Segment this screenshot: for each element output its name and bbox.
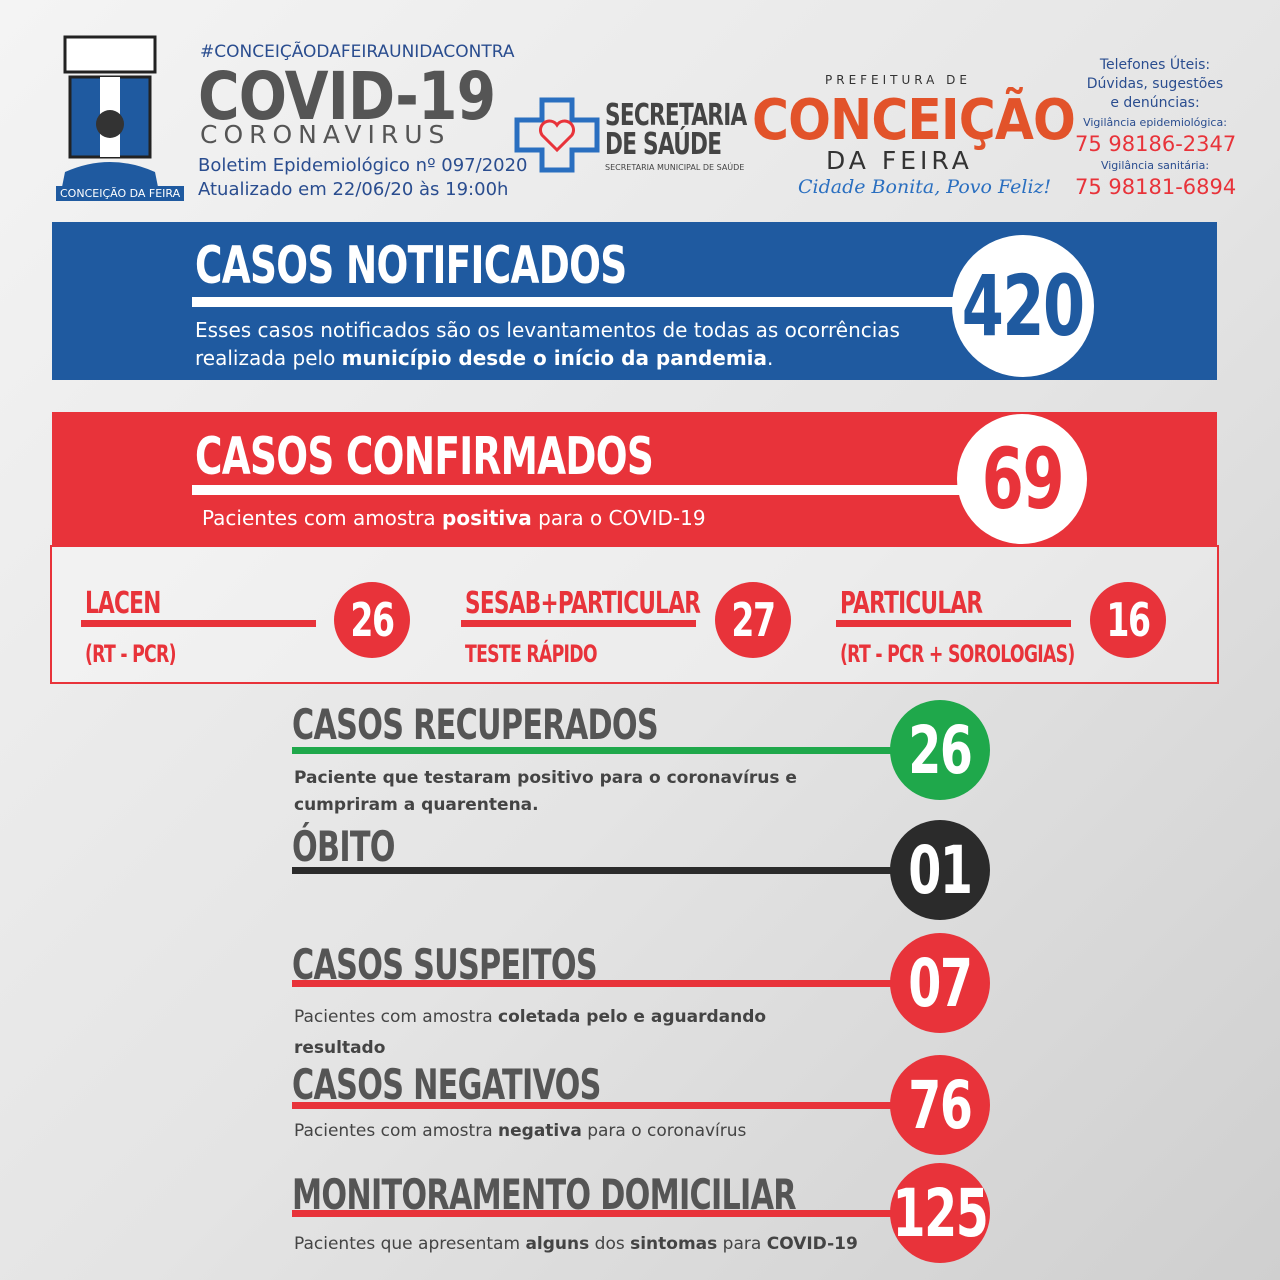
description-segment: Pacientes com amostra [294, 1121, 499, 1141]
contact-phone: 75 98186-2347 [1075, 132, 1237, 156]
section-rule [292, 1102, 902, 1109]
hashtag: #CONCEIÇÃODAFEIRAUNIDACONTRA [200, 42, 515, 62]
section-badge: 76 [890, 1055, 990, 1155]
confirmed-breakdown [50, 545, 1219, 684]
description-segment: dos [589, 1234, 631, 1254]
subtitle: CORONAVIRUS [200, 120, 451, 149]
updated: Atualizado em 22/06/20 às 19:00h [198, 179, 509, 200]
contacts-title: Telefones Úteis: [1099, 57, 1211, 73]
notified-title: CASOS NOTIFICADOS [195, 236, 627, 296]
section-value: 01 [908, 831, 973, 909]
breakdown-label: LACEN [85, 586, 161, 621]
confirmed-rule [192, 485, 972, 495]
description-segment: positiva [442, 506, 532, 530]
notified-rule [192, 297, 972, 307]
description-segment: Esses casos notificados são os levantame… [195, 318, 900, 370]
breakdown-value: 26 [350, 593, 395, 647]
description-segment: alguns [525, 1234, 590, 1254]
section-rule [292, 867, 902, 874]
description-segment: negativa [498, 1121, 582, 1141]
section-description: Pacientes com amostra coletada pelo e ag… [294, 1002, 854, 1064]
breakdown-sublabel: TESTE RÁPIDO [465, 640, 598, 668]
bulletin: Boletim Epidemiológico nº 097/2020 [198, 155, 528, 176]
notified-badge: 420 [952, 235, 1094, 377]
notified-description: Esses casos notificados são os levantame… [195, 316, 935, 372]
contacts-line: Dúvidas, sugestões [1086, 76, 1224, 92]
description-segment: Pacientes que apresentam [294, 1234, 526, 1254]
breakdown-badge: 26 [334, 582, 410, 658]
section-badge: 26 [890, 700, 990, 800]
breakdown-value: 27 [731, 593, 776, 647]
confirmed-badge: 69 [957, 414, 1087, 544]
section-value: 76 [908, 1066, 973, 1144]
city-emblem [60, 35, 160, 197]
section-description: Pacientes com amostra negativa para o co… [294, 1118, 904, 1145]
breakdown-label: SESAB+PARTICULAR [465, 586, 701, 621]
contact-label: Vigilância epidemiológica: [1083, 116, 1227, 129]
secretaria-line1: SECRETARIA [605, 98, 747, 133]
description-segment: para o coronavírus [581, 1121, 747, 1141]
contacts-line: e denúncias: [1110, 95, 1200, 111]
section-rule [292, 1210, 902, 1217]
section-badge: 07 [890, 933, 990, 1033]
breakdown-label: PARTICULAR [840, 586, 983, 621]
notified-value: 420 [962, 257, 1085, 355]
description-segment: coletada pelo e aguardando resultado [294, 1007, 767, 1058]
section-badge: 125 [890, 1163, 990, 1263]
description-segment: Pacientes com amostra [294, 1007, 499, 1027]
description-segment: sintomas [630, 1234, 718, 1254]
emblem-label: CONCEIÇÃO DA FEIRA [56, 186, 185, 201]
breakdown-rule [81, 620, 316, 627]
description-segment: para [717, 1234, 767, 1254]
confirmed-title: CASOS CONFIRMADOS [195, 427, 654, 487]
title: COVID-19 [198, 58, 496, 135]
confirmed-description: Pacientes com amostra positiva para o CO… [202, 506, 902, 530]
description-segment: COVID-19 [766, 1234, 858, 1254]
prefeitura-name: CONCEIÇÃO [752, 88, 1076, 153]
description-segment: município desde o início da pandemia [341, 346, 768, 370]
section-title: ÓBITO [292, 822, 395, 871]
section-rule [292, 747, 902, 754]
breakdown-badge: 16 [1090, 582, 1166, 658]
confirmed-value: 69 [981, 430, 1064, 528]
section-description: Paciente que testaram positivo para o co… [294, 765, 904, 819]
description-segment: para o COVID-19 [531, 506, 706, 530]
section-badge: 01 [890, 820, 990, 920]
section-title: CASOS RECUPERADOS [292, 700, 659, 749]
contact-phone: 75 98181-6894 [1075, 175, 1237, 199]
prefeitura-top: PREFEITURA DE [825, 73, 971, 87]
description-segment: Pacientes com amostra [202, 506, 443, 530]
contacts: Telefones Úteis: Dúvidas, sugestões e de… [1075, 56, 1237, 199]
description-segment: . [767, 346, 774, 370]
description-segment: Paciente que testaram positivo para o co… [294, 768, 797, 815]
breakdown-badge: 27 [715, 582, 791, 658]
section-description: Pacientes que apresentam alguns dos sint… [294, 1231, 904, 1258]
prefeitura-slogan: Cidade Bonita, Povo Feliz! [798, 176, 1052, 198]
breakdown-sublabel: (RT - PCR + SOROLOGIAS) [840, 640, 1075, 668]
breakdown-rule [836, 620, 1071, 627]
section-value: 125 [892, 1174, 989, 1252]
section-title: CASOS NEGATIVOS [292, 1060, 601, 1109]
section-value: 26 [908, 711, 973, 789]
breakdown-rule [461, 620, 696, 627]
secretaria-line2: DE SAÚDE [605, 127, 722, 162]
prefeitura-sub: DA FEIRA [826, 146, 973, 175]
section-rule [292, 980, 902, 987]
section-value: 07 [908, 944, 973, 1022]
contact-label: Vigilância sanitária: [1100, 159, 1210, 172]
health-logo [514, 97, 600, 173]
breakdown-value: 16 [1106, 593, 1151, 647]
breakdown-sublabel: (RT - PCR) [85, 640, 176, 668]
secretaria-line3: SECRETARIA MUNICIPAL DE SAÚDE [605, 163, 745, 172]
